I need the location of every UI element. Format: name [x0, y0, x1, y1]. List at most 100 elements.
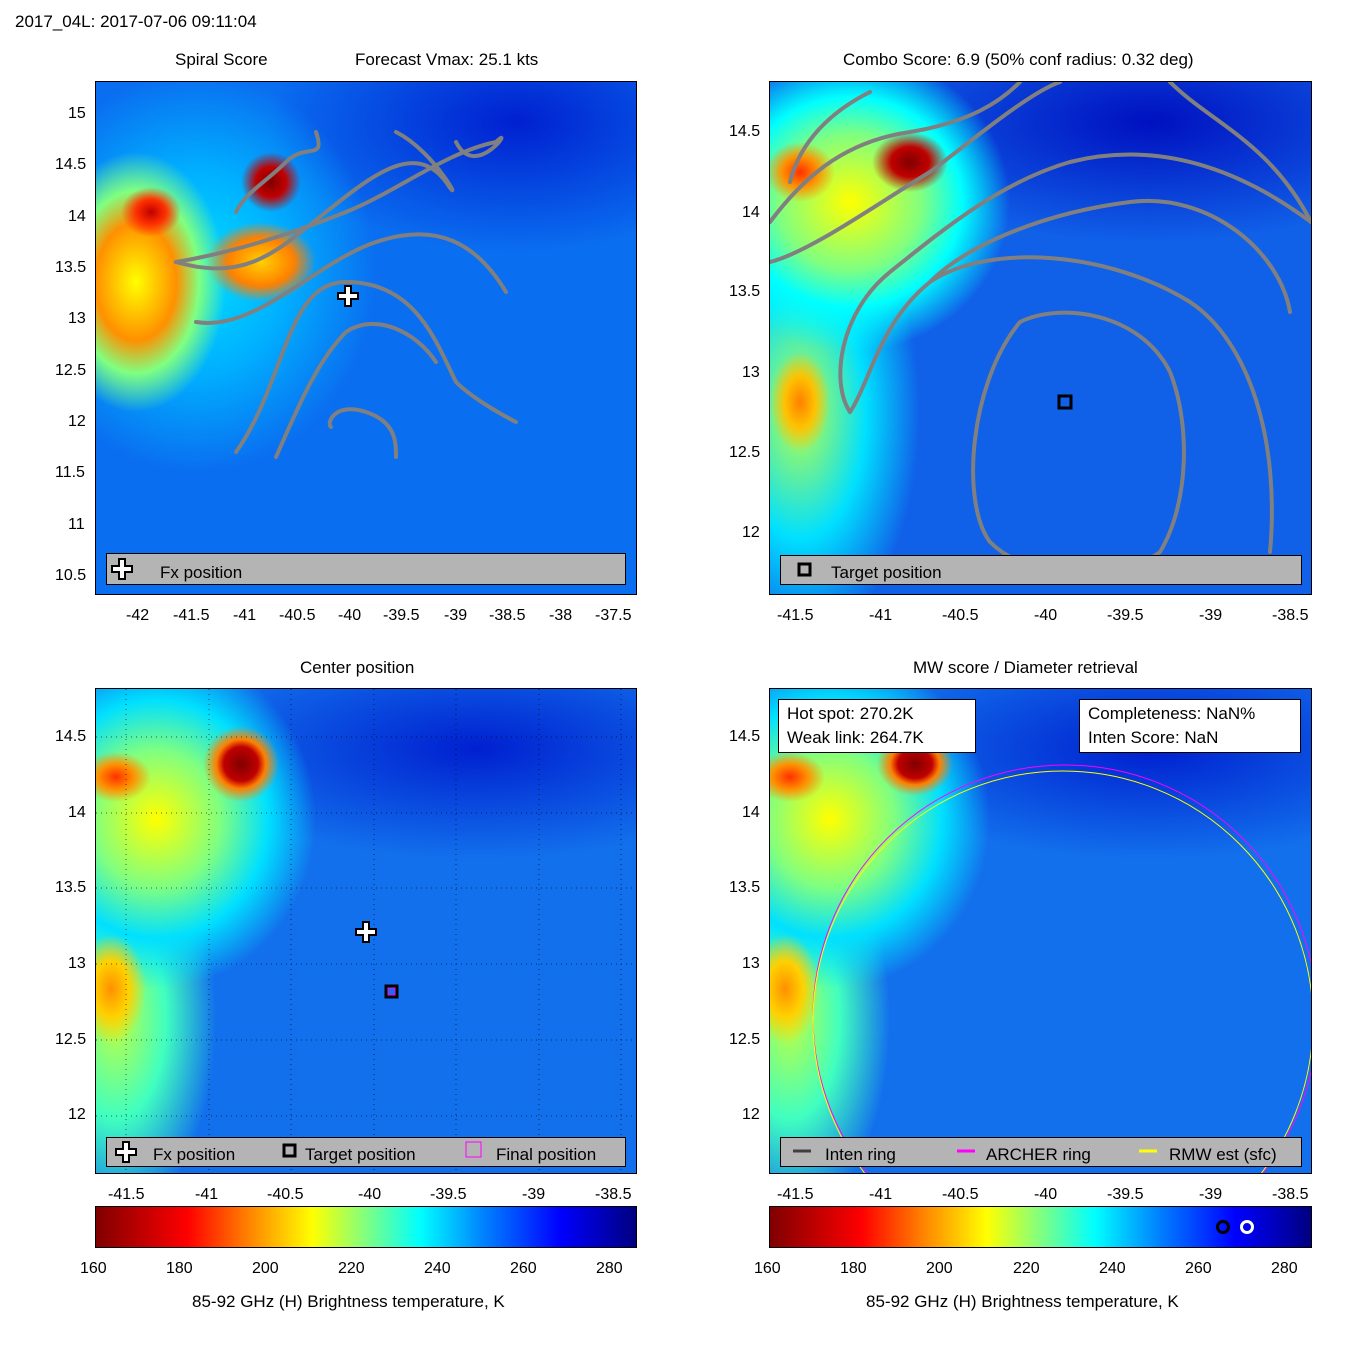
- center-legend: Fx position Target position Final positi…: [106, 1137, 626, 1167]
- mw-legend: Inten ring ARCHER ring RMW est (sfc): [780, 1137, 1302, 1167]
- target-position-square: [1057, 394, 1073, 410]
- x-tick: -39.5: [1107, 1186, 1144, 1203]
- x-tick: -38.5: [595, 1186, 632, 1203]
- y-tick: 12.5: [55, 1031, 87, 1048]
- x-tick: -39.5: [430, 1186, 467, 1203]
- spiral-subtitle: Forecast Vmax: 25.1 kts: [355, 50, 539, 69]
- colorbar-tick: 240: [424, 1260, 451, 1277]
- colorbar-tick: 160: [80, 1260, 107, 1277]
- mw-title: MW score / Diameter retrieval: [913, 658, 1138, 677]
- final-square-icon: [465, 1141, 482, 1158]
- colorbar-markers: [1216, 1220, 1254, 1234]
- y-tick: 12: [68, 413, 86, 430]
- y-tick: 14.5: [55, 728, 87, 745]
- x-tick: -37.5: [595, 607, 632, 624]
- colorbar-tick: 180: [840, 1260, 867, 1277]
- combo-legend: Target position: [780, 555, 1302, 585]
- colorbar-tick: 280: [596, 1260, 623, 1277]
- center-position-plot: Fx position Target position Final positi…: [95, 688, 637, 1174]
- contour-line: [274, 321, 438, 459]
- legend-label: Target position: [831, 563, 942, 582]
- x-tick: -41.5: [173, 607, 210, 624]
- colorbar-tick: 260: [510, 1260, 537, 1277]
- x-tick: -41.5: [777, 607, 814, 624]
- y-tick: 13.5: [729, 879, 761, 896]
- y-tick: 12.5: [729, 1031, 761, 1048]
- y-tick: 11: [68, 516, 85, 533]
- fx-position-cross: [337, 285, 359, 307]
- x-tick: -39.5: [383, 607, 420, 624]
- y-tick: 13: [742, 955, 760, 972]
- inten-ring-swatch: [793, 1149, 811, 1153]
- mw-rings: [812, 764, 1311, 1173]
- x-tick: -38.5: [489, 607, 526, 624]
- combo-title: Combo Score: 6.9 (50% conf radius: 0.32 …: [843, 50, 1194, 69]
- combo-contours: [770, 82, 1311, 576]
- colorbar-left: [95, 1206, 637, 1248]
- inten-score-value: Inten Score: NaN: [1088, 728, 1219, 747]
- legend-label: Target position: [305, 1145, 416, 1164]
- rmw-ring-swatch: [1139, 1149, 1157, 1153]
- completeness-value: Completeness: NaN%: [1088, 704, 1256, 723]
- contour-line: [788, 90, 872, 184]
- y-tick: 14: [742, 804, 760, 821]
- fx-position-cross: [355, 921, 377, 943]
- y-tick: 11.5: [55, 464, 85, 481]
- rmw-ring: [812, 770, 1311, 1173]
- colorbar-tick: 200: [252, 1260, 279, 1277]
- x-tick: -42: [126, 607, 150, 624]
- colorbar-right: [769, 1206, 1312, 1248]
- combo-score-plot: Target position: [769, 81, 1312, 595]
- y-tick: 12.5: [729, 444, 761, 461]
- y-tick: 14.5: [55, 156, 87, 173]
- hot-spot-box: Hot spot: 270.2K Weak link: 264.7K: [778, 699, 976, 753]
- y-tick: 12.5: [55, 362, 87, 379]
- spiral-legend: Fx position: [106, 553, 626, 585]
- y-tick: 14: [68, 804, 86, 821]
- colorbar-tick: 240: [1099, 1260, 1126, 1277]
- spiral-title: Spiral Score: [175, 50, 268, 69]
- legend-label: Final position: [496, 1145, 597, 1164]
- contour-line: [838, 152, 1311, 414]
- x-tick: -40: [338, 607, 362, 624]
- x-tick: -41: [195, 1186, 219, 1203]
- colorbar-tick: 180: [166, 1260, 193, 1277]
- x-tick: -40.5: [279, 607, 316, 624]
- colorbar-tick: 220: [1013, 1260, 1040, 1277]
- x-tick: -41: [869, 607, 893, 624]
- x-tick: -41: [869, 1186, 893, 1203]
- contour-line: [971, 310, 1186, 576]
- y-tick: 14: [68, 208, 86, 225]
- contour-line: [327, 407, 398, 459]
- spiral-contours: [174, 130, 518, 459]
- x-tick: -40.5: [942, 1186, 979, 1203]
- x-tick: -39: [522, 1186, 546, 1203]
- colorbar-label: 85-92 GHz (H) Brightness temperature, K: [866, 1292, 1179, 1311]
- y-tick: 13.5: [729, 283, 761, 300]
- colorbar-tick: 280: [1271, 1260, 1298, 1277]
- x-tick: -41: [233, 607, 257, 624]
- x-tick: -40: [1034, 607, 1058, 624]
- contour-line: [174, 135, 504, 264]
- y-tick: 13: [68, 310, 86, 327]
- contour-line: [770, 82, 1062, 264]
- contour-line: [1168, 82, 1311, 224]
- y-tick: 12: [68, 1106, 86, 1123]
- completeness-box: Completeness: NaN% Inten Score: NaN: [1079, 699, 1301, 753]
- colorbar-tick: 200: [926, 1260, 953, 1277]
- x-tick: -39: [444, 607, 468, 624]
- x-tick: -41.5: [108, 1186, 145, 1203]
- colorbar-tick: 260: [1185, 1260, 1212, 1277]
- x-tick: -38.5: [1272, 607, 1309, 624]
- contour-line: [770, 82, 1022, 224]
- weak-link-value: Weak link: 264.7K: [787, 728, 924, 747]
- legend-label: Fx position: [153, 1145, 236, 1164]
- center-title: Center position: [300, 658, 415, 677]
- center-grid: [96, 689, 636, 1173]
- mw-score-plot: Hot spot: 270.2K Weak link: 264.7K Compl…: [769, 688, 1312, 1174]
- y-tick: 13: [68, 955, 86, 972]
- archer-ring-swatch: [957, 1149, 975, 1153]
- contour-line: [194, 232, 508, 325]
- y-tick: 13: [742, 364, 760, 381]
- x-tick: -40.5: [267, 1186, 304, 1203]
